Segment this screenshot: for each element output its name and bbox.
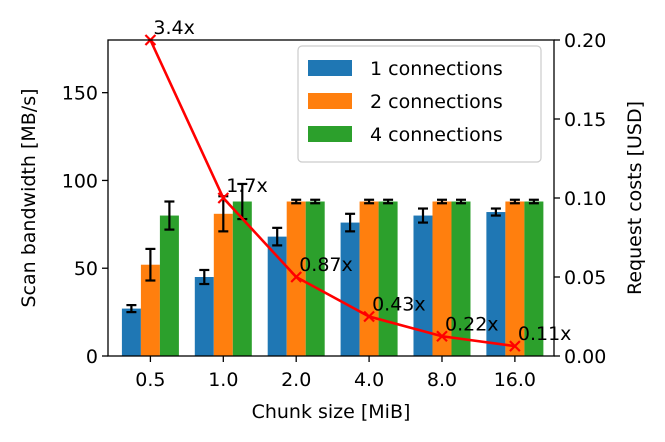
cost-label-16.0: 0.11x <box>518 323 572 345</box>
bar-3-16.0 <box>524 201 544 356</box>
y-tick-label-100: 100 <box>62 170 98 192</box>
x-tick-label-16.0: 16.0 <box>494 369 536 391</box>
cost-marker-1.0 <box>217 192 230 204</box>
error-bar-2-4.0 <box>364 198 375 205</box>
cost-line-layer: 3.4x 1.7x 0.87x 0.43x 0.22x 0.11x <box>144 17 572 352</box>
error-bar-3-16.0 <box>528 198 539 205</box>
error-bar-3-4.0 <box>383 198 394 205</box>
bar-1-16.0 <box>486 212 506 356</box>
bar-1-8.0 <box>413 215 433 356</box>
x-tick-label-2.0: 2.0 <box>281 369 311 391</box>
bar-1-4.0 <box>340 222 360 356</box>
error-bar-1-8.0 <box>417 207 428 224</box>
y2-tick-label-0.15: 0.15 <box>564 109 606 131</box>
x-tick-label-0.5: 0.5 <box>135 369 165 391</box>
bar-1-0.5 <box>121 308 141 356</box>
legend: 1 connections 2 connections 4 connections <box>297 45 542 163</box>
bar-2-1.0 <box>213 213 233 356</box>
bar-2-4.0 <box>359 201 379 356</box>
bar-3-4.0 <box>378 201 398 356</box>
bar-2-16.0 <box>505 201 525 356</box>
bar-3-8.0 <box>451 201 471 356</box>
y2-tick-label-0.00: 0.00 <box>564 346 606 368</box>
y-tick-label-150: 150 <box>62 83 98 105</box>
bar-2-2.0 <box>286 201 306 356</box>
bars-layer <box>121 201 544 356</box>
x-tick-label-8.0: 8.0 <box>427 369 457 391</box>
cost-label-0.5: 3.4x <box>153 17 194 39</box>
bar-3-0.5 <box>159 215 179 356</box>
bar-3-2.0 <box>305 201 325 356</box>
legend-box <box>297 45 542 163</box>
cost-marker-16.0 <box>509 340 521 352</box>
cost-marker-2.0 <box>290 271 302 283</box>
bar-1-2.0 <box>267 236 287 356</box>
error-bar-1-16.0 <box>490 207 501 217</box>
axes-layer: 0 50 100 150 0.00 0.05 0.10 0.15 0.20 0.5 1.0 2.0 4.… <box>18 30 646 423</box>
y2-tick-label-0.20: 0.20 <box>564 30 606 52</box>
error-bar-3-0.5 <box>164 200 175 231</box>
legend-swatch-2 <box>308 93 352 109</box>
bar-3-1.0 <box>232 201 252 356</box>
error-bar-1-1.0 <box>199 268 210 286</box>
x-axis-label: Chunk size [MiB] <box>252 401 411 423</box>
y2-tick-label-0.05: 0.05 <box>564 267 606 289</box>
bar-2-0.5 <box>140 264 160 356</box>
error-bar-2-0.5 <box>145 247 156 282</box>
error-bar-1-4.0 <box>345 212 356 233</box>
cost-label-8.0: 0.22x <box>445 313 499 335</box>
y2-axis-label: Request costs [USD] <box>624 101 646 295</box>
legend-swatch-3 <box>308 126 352 142</box>
error-bar-2-8.0 <box>436 198 447 205</box>
cost-label-1.0: 1.7x <box>226 175 267 197</box>
y-axis-label: Scan bandwidth [MB/s] <box>18 88 40 307</box>
error-bar-3-2.0 <box>310 198 321 205</box>
x-tick-label-4.0: 4.0 <box>354 369 384 391</box>
error-bar-2-16.0 <box>509 198 520 205</box>
cost-label-4.0: 0.43x <box>372 294 426 316</box>
cost-line <box>149 39 516 348</box>
errorbars-layer <box>126 182 539 314</box>
y2-tick-label-0.10: 0.10 <box>564 188 606 210</box>
bar-1-1.0 <box>194 277 214 356</box>
y-tick-label-0: 0 <box>86 346 98 368</box>
cost-marker-4.0 <box>363 310 375 323</box>
error-bar-2-2.0 <box>291 198 302 205</box>
legend-label-3: 4 connections <box>370 124 503 146</box>
error-bar-3-8.0 <box>455 198 466 205</box>
legend-label-2: 2 connections <box>370 91 503 113</box>
x-tick-label-1.0: 1.0 <box>208 369 238 391</box>
y-tick-label-50: 50 <box>74 258 98 280</box>
bar-2-8.0 <box>432 201 452 356</box>
error-bar-1-2.0 <box>272 226 283 247</box>
cost-marker-8.0 <box>436 330 448 343</box>
legend-swatch-1 <box>308 60 352 76</box>
cost-label-2.0: 0.87x <box>299 254 353 276</box>
legend-label-1: 1 connections <box>370 58 503 80</box>
error-bar-1-0.5 <box>126 303 137 314</box>
